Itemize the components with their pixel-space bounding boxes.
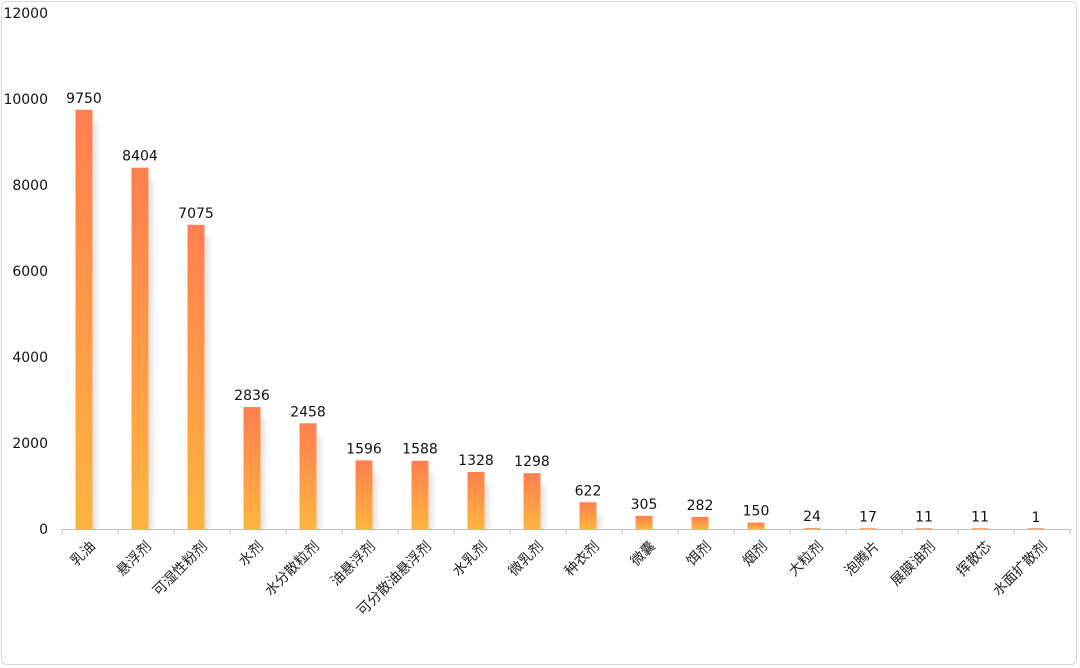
x-tick-label: 烟剂: [740, 539, 771, 570]
bar: [915, 528, 933, 529]
bar: [859, 528, 877, 529]
data-label: 17: [859, 509, 877, 525]
y-tick-label: 8000: [12, 178, 48, 194]
y-axis: 0 2000 4000 6000 8000 10000 12000: [3, 6, 48, 538]
data-label: 7075: [178, 206, 214, 222]
data-label: 2836: [234, 388, 270, 404]
x-tick-label: 油悬浮剂: [328, 539, 379, 590]
data-label: 282: [687, 498, 714, 514]
y-tick-label: 0: [39, 522, 48, 538]
x-tick-label: 乳油: [68, 539, 99, 570]
data-label: 8404: [122, 149, 158, 165]
bars-group: [75, 109, 1045, 530]
bar-shadow: [370, 472, 380, 529]
x-tick-label: 水乳剂: [450, 539, 491, 580]
bar: [131, 167, 149, 530]
x-tick-label: 水剂: [236, 539, 267, 570]
data-label: 9750: [66, 91, 102, 107]
x-tick-label: 泡腾片: [841, 538, 883, 580]
bar-shadow: [258, 419, 268, 529]
y-tick-label: 10000: [3, 92, 48, 108]
value-labels: 9750 8404 7075 2836 2458 1596 1588 1328 1298 622 3…: [66, 91, 1040, 526]
data-label: 305: [631, 497, 658, 513]
x-tick-label: 水分散粒剂: [262, 539, 323, 600]
x-tick-label: 大粒剂: [786, 539, 827, 580]
data-label: 622: [575, 483, 602, 499]
data-label: 1: [1032, 510, 1041, 526]
bar: [691, 516, 709, 529]
data-label: 1596: [346, 441, 382, 457]
bar-shadow: [650, 527, 660, 529]
bar: [243, 407, 261, 529]
data-label: 1588: [402, 442, 438, 458]
data-label: 1328: [458, 453, 494, 469]
x-tick-label: 微乳剂: [506, 539, 547, 580]
y-tick-label: 2000: [12, 436, 48, 452]
data-label: 150: [743, 504, 770, 520]
bar: [1027, 528, 1045, 529]
bar-shadow: [202, 236, 212, 529]
x-tick-label: 展膜油剂: [888, 539, 939, 590]
x-tick-label: 悬浮剂: [114, 539, 155, 580]
bar: [411, 460, 429, 529]
bar-shadow: [482, 483, 492, 529]
bar-shadow: [90, 121, 100, 529]
bar: [971, 528, 989, 529]
x-tick-labels: 乳油 悬浮剂可湿性粉剂 水剂水分散粒剂 油悬浮剂可分散油悬浮剂 水乳剂 微乳剂 种衣剂 微囊饵…: [68, 538, 1051, 619]
x-tick-label: 种衣剂: [562, 539, 603, 580]
bar: [803, 527, 821, 529]
bar: [635, 515, 653, 529]
bar: [523, 473, 541, 529]
x-tick-label: 微囊: [627, 538, 659, 570]
x-axis: [61, 529, 1071, 535]
bar-shadow: [538, 485, 548, 529]
data-label: 2458: [290, 404, 326, 420]
bar: [355, 460, 373, 529]
x-tick-label: 饵剂: [684, 539, 715, 570]
x-tick-label: 可湿性粉剂: [150, 539, 211, 600]
bar: [187, 224, 205, 529]
bar-shadow: [314, 435, 324, 529]
bar: [299, 423, 317, 529]
bar-shadow: [594, 514, 604, 529]
data-label: 11: [915, 510, 933, 526]
bar: [579, 502, 597, 529]
data-label: 1298: [514, 454, 550, 470]
x-tick-label: 挥散芯: [954, 539, 995, 580]
data-label: 11: [971, 510, 989, 526]
bar: [747, 522, 765, 529]
data-label: 24: [803, 509, 821, 525]
bar-shadow: [146, 179, 156, 530]
x-tick-label: 水面扩散剂: [990, 539, 1051, 600]
bar-shadow: [426, 472, 436, 529]
y-tick-label: 4000: [12, 350, 48, 366]
bar: [467, 471, 485, 529]
y-tick-label: 6000: [12, 264, 48, 280]
bar: [75, 109, 93, 529]
y-tick-label: 12000: [3, 6, 48, 22]
